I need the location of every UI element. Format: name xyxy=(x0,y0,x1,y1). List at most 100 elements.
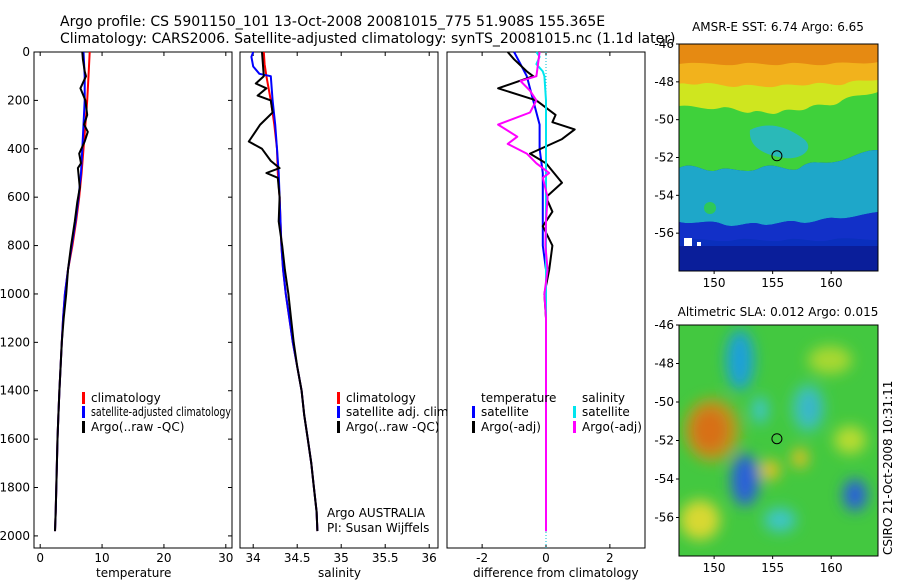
map-y-tick-label: -54 xyxy=(654,188,674,202)
map-x-tick-label: 160 xyxy=(820,561,843,575)
map-x-tick-label: 155 xyxy=(761,561,784,575)
y-tick-label: 1400 xyxy=(0,384,30,398)
legend-label-argo: Argo(..raw -QC) xyxy=(91,420,184,434)
sst-map-xticks: 150 155 160 xyxy=(703,271,843,290)
map-x-tick-label: 160 xyxy=(820,276,843,290)
legend-header-salinity: salinity xyxy=(582,391,625,405)
sst-map-yticks: -46 -48 -50 -52 -54 -56 xyxy=(654,37,679,240)
legend-swatch-satellite-adj xyxy=(337,406,340,418)
map-y-tick-label: -48 xyxy=(654,357,674,371)
series-line-argo-raw-qc xyxy=(247,51,319,532)
legend-swatch-satellite-adjusted xyxy=(82,406,85,418)
temperature-yticks: 0 200 400 600 800 1000 1200 1400 1600 1800 2000 xyxy=(0,45,232,543)
legend-header-temperature: temperature xyxy=(481,391,556,405)
map-y-tick-label: -54 xyxy=(654,472,674,486)
temperature-xticks: 0 10 20 30 xyxy=(36,52,233,565)
sla-map-yticks: -46 -48 -50 -52 -54 -56 xyxy=(654,318,679,525)
y-tick-label: 1600 xyxy=(0,432,30,446)
x-tick-label: 30 xyxy=(218,551,233,565)
difference-series xyxy=(497,51,576,532)
x-tick-label: 0 xyxy=(36,551,44,565)
temperature-panel: 0 200 400 600 800 1000 1200 1400 1600 1800 2000 0 1… xyxy=(0,45,233,580)
salinity-xticks: 34 34.5 35 35.5 36 xyxy=(246,52,437,565)
sla-argo-position-marker xyxy=(771,433,783,445)
legend-label-climatology: climatology xyxy=(91,391,161,405)
series-line-argo-raw-qc xyxy=(54,51,89,532)
y-tick-label: 200 xyxy=(7,93,30,107)
map-y-tick-label: -46 xyxy=(654,37,674,51)
x-tick-label: 2 xyxy=(606,551,614,565)
y-tick-label: 800 xyxy=(7,239,30,253)
legend-swatch-argo xyxy=(337,421,340,433)
legend-swatch-argo xyxy=(82,421,85,433)
legend-swatch-temp-satellite xyxy=(472,406,475,418)
legend-label-satellite-adj: satellite adj. clim. xyxy=(346,405,452,419)
temperature-series xyxy=(54,51,91,532)
figure-title-line2: Climatology: CARS2006. Satellite-adjuste… xyxy=(60,31,676,47)
sla-map-xticks: 150 155 160 xyxy=(703,556,843,575)
sst-map-title: AMSR-E SST: 6.74 Argo: 6.65 xyxy=(692,20,864,34)
footer-credit: CSIRO 21-Oct-2008 10:31:11 xyxy=(881,381,895,555)
legend-label-temp-argo: Argo(-adj) xyxy=(481,420,541,434)
map-y-tick-label: -56 xyxy=(654,226,674,240)
y-tick-label: 2000 xyxy=(0,529,30,543)
map-y-tick-label: -50 xyxy=(654,113,674,127)
legend-label-sal-satellite: satellite xyxy=(582,405,630,419)
x-tick-label: 34 xyxy=(246,551,261,565)
y-tick-label: 1000 xyxy=(0,287,30,301)
sla-map-panel: Altimetric SLA: 0.012 Argo: 0.015 xyxy=(654,305,879,575)
salinity-legend: climatology satellite adj. clim. Argo(..… xyxy=(337,391,452,434)
sla-map-title: Altimetric SLA: 0.012 Argo: 0.015 xyxy=(678,305,879,319)
difference-panel: -2 0 2 difference from climatology tempera… xyxy=(446,51,646,580)
legend-label-climatology: climatology xyxy=(346,391,416,405)
legend-swatch-climatology xyxy=(82,392,85,404)
map-y-tick-label: -52 xyxy=(654,151,674,165)
legend-label-satellite-adjusted: satellite-adjusted climatology xyxy=(91,405,231,419)
map-y-tick-label: -50 xyxy=(654,395,674,409)
y-tick-label: 1800 xyxy=(0,481,30,495)
map-x-tick-label: 150 xyxy=(703,276,726,290)
map-y-tick-label: -48 xyxy=(654,75,674,89)
annotation-pi: PI: Susan Wijffels xyxy=(327,521,429,535)
map-x-tick-label: 155 xyxy=(761,276,784,290)
annotation-argo-australia: Argo AUSTRALIA xyxy=(327,506,426,520)
x-tick-label: 35 xyxy=(334,551,349,565)
legend-swatch-climatology xyxy=(337,392,340,404)
x-tick-label: 0 xyxy=(542,551,550,565)
series-line-salinity-argo-adj xyxy=(497,51,551,532)
sst-map-image xyxy=(679,44,878,271)
legend-swatch-sal-argo xyxy=(573,421,576,433)
figure-title-line1: Argo profile: CS 5901150_101 13-Oct-2008… xyxy=(60,14,606,30)
sst-argo-position-marker xyxy=(771,150,783,162)
legend-label-sal-argo: Argo(-adj) xyxy=(582,420,642,434)
map-y-tick-label: -52 xyxy=(654,434,674,448)
difference-xlabel: difference from climatology xyxy=(473,566,639,580)
legend-label-temp-satellite: satellite xyxy=(481,405,529,419)
salinity-panel: 34 34.5 35 35.5 36 salinity climatology sate… xyxy=(239,51,452,580)
legend-swatch-temp-argo xyxy=(472,421,475,433)
difference-legend: temperature salinity satellite Argo(-adj… xyxy=(472,391,642,434)
y-tick-label: 600 xyxy=(7,190,30,204)
x-tick-label: 34.5 xyxy=(284,551,311,565)
map-y-tick-label: -56 xyxy=(654,511,674,525)
x-tick-label: -2 xyxy=(476,551,488,565)
temperature-xlabel: temperature xyxy=(96,566,171,580)
salinity-axes-frame xyxy=(239,51,439,549)
y-tick-label: 400 xyxy=(7,142,30,156)
x-tick-label: 35.5 xyxy=(372,551,399,565)
temperature-legend: climatology satellite-adjusted climatolo… xyxy=(82,391,231,434)
salinity-xlabel: salinity xyxy=(318,566,361,580)
sst-map-panel: AMSR-E SST: 6.74 Argo: 6.65 -46 -48 -50 -52… xyxy=(654,20,879,290)
map-x-tick-label: 150 xyxy=(703,561,726,575)
legend-label-argo: Argo(..raw -QC) xyxy=(346,420,439,434)
x-tick-label: 10 xyxy=(94,551,109,565)
y-tick-label: 0 xyxy=(22,45,30,59)
sla-map-image xyxy=(679,325,878,556)
legend-swatch-sal-satellite xyxy=(573,406,576,418)
x-tick-label: 36 xyxy=(422,551,437,565)
y-tick-label: 1200 xyxy=(0,335,30,349)
salinity-series xyxy=(247,51,319,532)
x-tick-label: 20 xyxy=(156,551,171,565)
map-y-tick-label: -46 xyxy=(654,318,674,332)
